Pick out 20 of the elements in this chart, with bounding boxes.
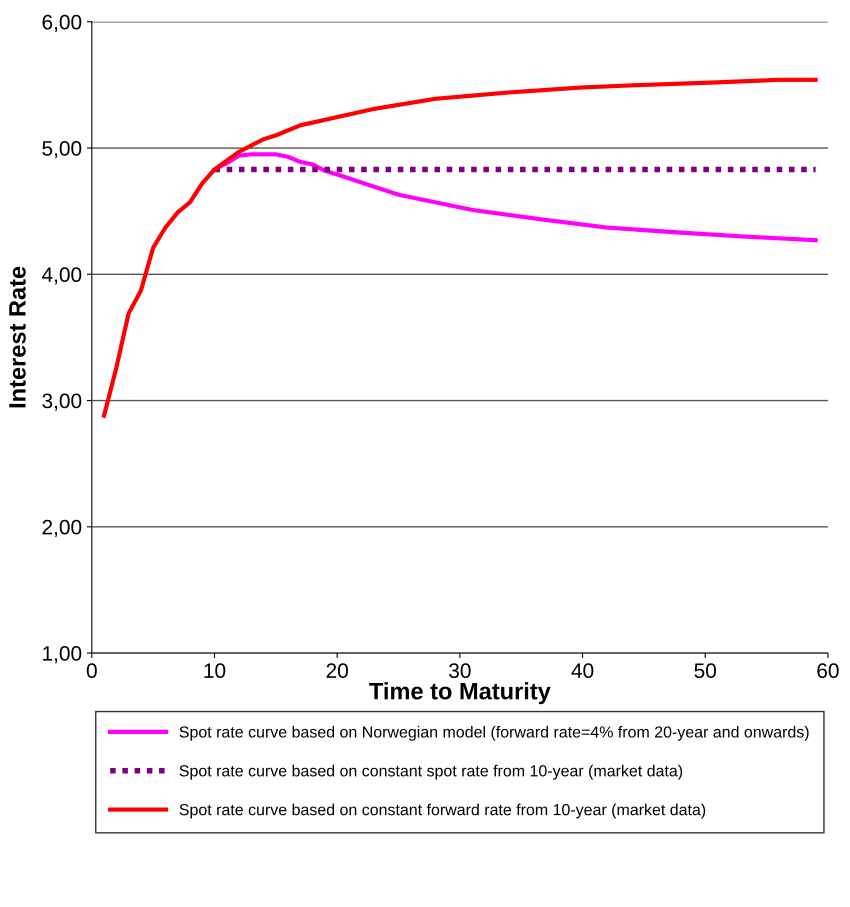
y-tick-label: 6,00	[42, 14, 82, 32]
x-axis-title: Time to Maturity	[369, 682, 551, 704]
y-tick-label: 3,00	[42, 394, 82, 411]
x-tick-label: 0	[86, 663, 97, 678]
y-tick-label: 4,00	[42, 267, 82, 284]
x-tick-label: 30	[449, 663, 471, 678]
x-tick-label: 10	[204, 663, 226, 678]
y-axis-title: Interest Rate	[9, 266, 26, 408]
legend-label: Spot rate curve based on constant spot rate from 10-year (market data)	[180, 764, 682, 780]
y-tick-label: 2,00	[42, 520, 82, 537]
y-tick-label: 5,00	[42, 141, 82, 158]
x-tick-label: 50	[694, 663, 716, 678]
x-tick-label: 40	[571, 663, 594, 678]
y-tick-label: 1,00	[43, 646, 82, 664]
x-tick-label: 60	[817, 663, 839, 678]
legend-label: Spot rate curve based on Norwegian model (forward rate=4% from 20-year and onwards)	[180, 726, 809, 741]
line-series	[212, 152, 818, 242]
legend-label: Spot rate curve based on constant forward rate from 10-year (market data)	[180, 804, 706, 818]
line-series	[102, 78, 818, 418]
x-tick-label: 20	[326, 663, 348, 678]
